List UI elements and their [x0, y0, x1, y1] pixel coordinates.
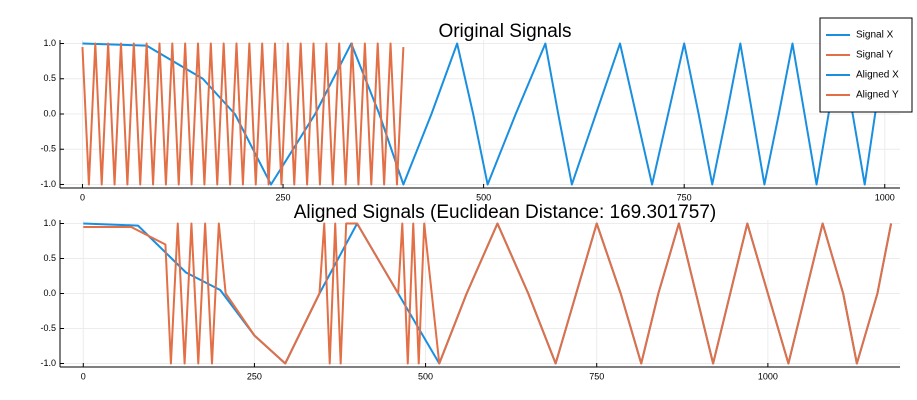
x-tick-label: 1000	[758, 371, 778, 381]
chart-title: Original Signals	[438, 21, 571, 42]
x-tick-label: 750	[677, 192, 692, 202]
x-tick-label: 0	[81, 371, 86, 381]
y-tick-label: -1.0	[40, 358, 56, 368]
legend-label: Aligned X	[856, 70, 899, 81]
series-line	[83, 222, 893, 365]
legend-label: Aligned Y	[856, 90, 899, 101]
y-tick-label: -0.5	[40, 323, 56, 333]
y-tick-label: 0.5	[43, 253, 56, 263]
legend-label: Signal Y	[856, 50, 893, 61]
x-tick-label: 500	[476, 192, 491, 202]
y-tick-label: 0.0	[43, 288, 56, 298]
y-tick-label: 0.5	[43, 73, 56, 83]
legend-label: Signal X	[856, 30, 894, 41]
y-tick-label: -1.0	[40, 179, 56, 189]
x-tick-label: 750	[589, 371, 604, 381]
legend-box	[819, 17, 913, 113]
x-tick-label: 500	[418, 371, 433, 381]
x-tick-label: 250	[247, 371, 262, 381]
y-tick-label: 1.0	[43, 218, 56, 228]
series-line	[82, 42, 886, 186]
x-tick-label: 0	[80, 192, 85, 202]
series-line	[81, 42, 405, 186]
x-tick-label: 250	[276, 192, 291, 202]
y-tick-label: 1.0	[43, 38, 56, 48]
x-tick-label: 1000	[875, 192, 895, 202]
chart-title: Aligned Signals (Euclidean Distance: 169…	[294, 202, 717, 223]
y-tick-label: -0.5	[40, 144, 56, 154]
y-tick-label: 0.0	[43, 108, 56, 118]
